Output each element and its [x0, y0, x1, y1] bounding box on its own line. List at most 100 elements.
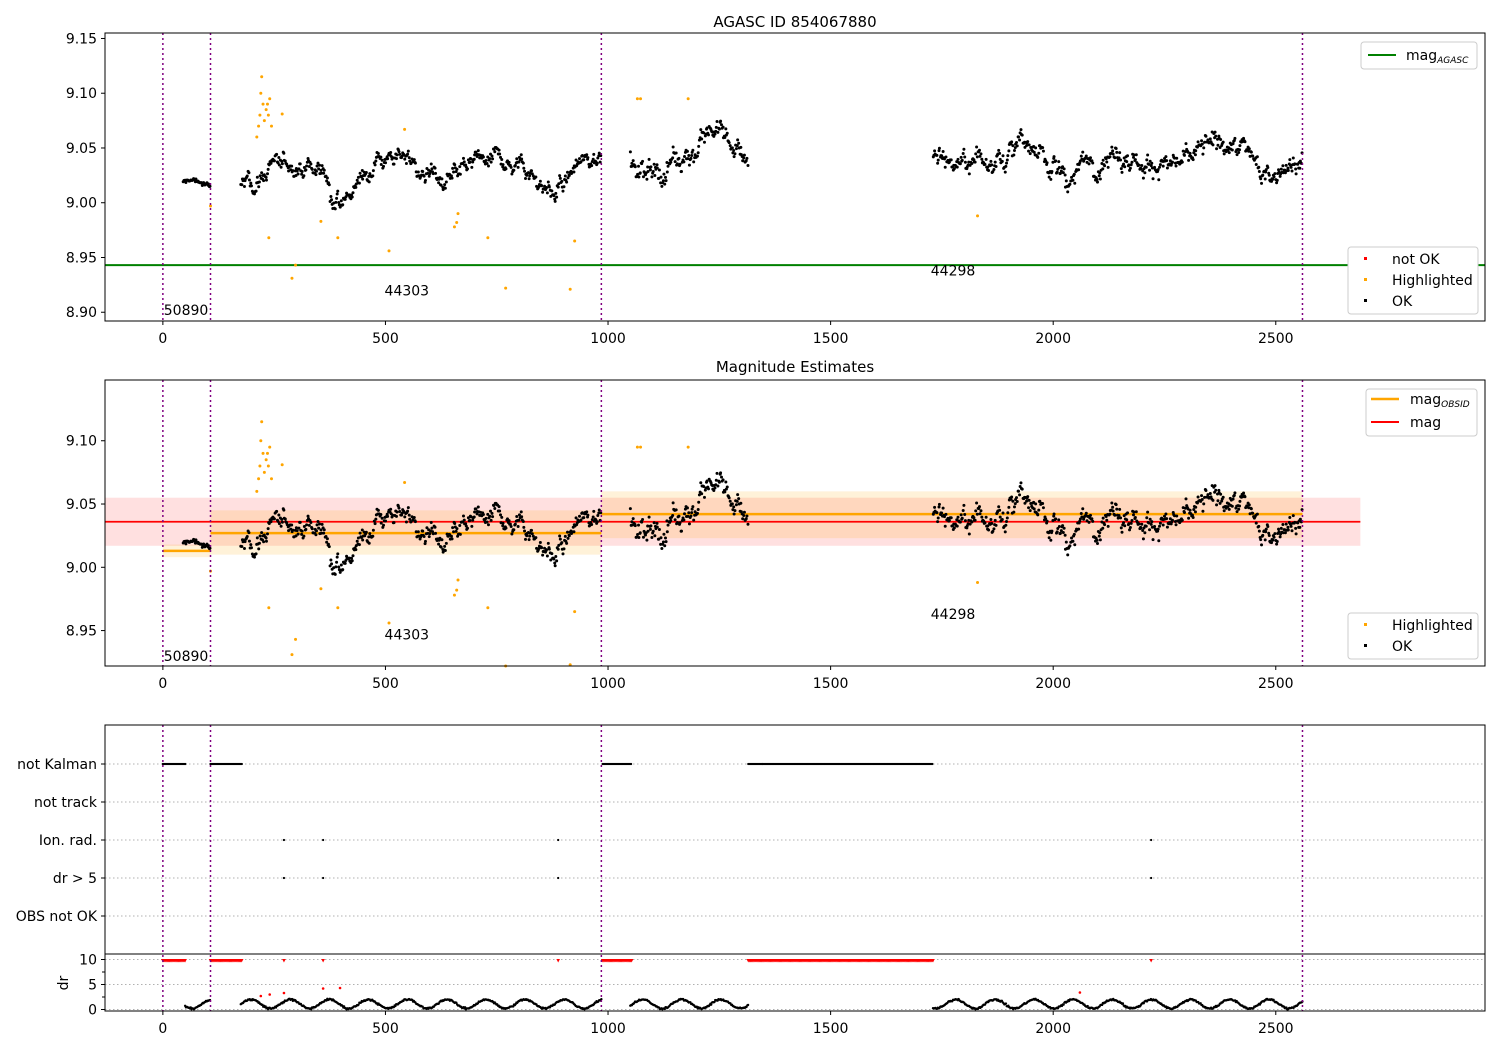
- ok-point: [706, 133, 710, 137]
- x-tick-label: 500: [372, 676, 399, 692]
- ok-point: [597, 151, 601, 155]
- ok-point: [980, 157, 984, 161]
- ok-point: [1088, 156, 1092, 160]
- ok-point: [1126, 154, 1130, 158]
- ok-point: [538, 540, 542, 544]
- highlighted-point: [264, 458, 268, 462]
- ok-point: [692, 518, 696, 522]
- ok-point: [944, 512, 948, 516]
- ok-point: [1071, 539, 1075, 543]
- ok-point: [987, 168, 991, 172]
- ok-point: [742, 514, 746, 518]
- flag-label: OBS not OK: [16, 909, 98, 925]
- ok-point: [555, 559, 559, 563]
- ok-point: [693, 510, 697, 514]
- ok-point: [651, 170, 655, 174]
- ok-point: [1151, 538, 1155, 542]
- ok-point: [955, 524, 959, 528]
- ok-point: [1219, 492, 1223, 496]
- ok-point: [310, 527, 314, 531]
- ok-point: [296, 532, 300, 536]
- ok-point: [933, 505, 937, 509]
- ok-point: [1289, 524, 1293, 528]
- ok-point: [515, 515, 519, 519]
- ok-point: [993, 160, 997, 164]
- ok-point: [343, 197, 347, 201]
- ok-point: [462, 160, 466, 164]
- ok-point: [384, 519, 388, 523]
- ok-point: [324, 534, 328, 538]
- ok-point: [540, 546, 544, 550]
- ok-point: [368, 532, 372, 536]
- ok-point: [546, 541, 550, 545]
- ok-point: [641, 535, 645, 539]
- ok-point: [987, 528, 991, 532]
- ok-point: [475, 512, 479, 516]
- ok-point: [682, 154, 686, 158]
- panel-title: Magnitude Estimates: [716, 358, 874, 376]
- ok-point: [552, 557, 556, 561]
- ok-point: [646, 165, 650, 169]
- ok-point: [1007, 505, 1011, 509]
- ok-point: [513, 164, 517, 168]
- ok-point: [1163, 514, 1167, 518]
- ok-point: [1208, 491, 1212, 495]
- ok-point: [689, 156, 693, 160]
- dr-red-point: [282, 991, 286, 995]
- ok-point: [1047, 536, 1051, 540]
- ok-point: [992, 168, 996, 172]
- ok-point: [358, 171, 362, 175]
- ok-point: [1118, 151, 1122, 155]
- ok-point: [1202, 502, 1206, 506]
- ok-point: [335, 560, 339, 564]
- ok-point: [732, 155, 736, 159]
- ok-point: [282, 151, 286, 155]
- ok-point: [280, 517, 284, 521]
- ok-point: [692, 160, 696, 164]
- plot-frame: [104, 724, 1486, 1012]
- ok-point: [1032, 507, 1036, 511]
- ok-point: [563, 534, 567, 538]
- ok-point: [1242, 136, 1246, 140]
- ok-point: [1113, 156, 1117, 160]
- ok-point: [1270, 179, 1274, 183]
- legend-label-not-ok: not OK: [1392, 252, 1440, 268]
- ok-point: [725, 131, 729, 135]
- ok-point: [476, 149, 480, 153]
- highlighted-point: [568, 663, 572, 667]
- ok-point: [1084, 154, 1088, 158]
- ok-point: [454, 170, 458, 174]
- ok-point: [1012, 149, 1016, 153]
- ok-point: [1105, 160, 1109, 164]
- ok-point: [1226, 505, 1230, 509]
- ok-point: [1019, 481, 1023, 485]
- dr-point: [1121, 1002, 1125, 1005]
- dr-point: [357, 1003, 360, 1006]
- ok-point: [522, 166, 526, 170]
- ok-point: [454, 529, 458, 533]
- ok-point: [936, 161, 940, 165]
- ok-point: [1249, 150, 1253, 154]
- ok-point: [677, 514, 681, 518]
- ok-point: [737, 497, 741, 501]
- ok-point: [395, 510, 399, 514]
- ok-point: [1063, 533, 1067, 537]
- ok-point: [648, 168, 652, 172]
- ok-point: [358, 531, 362, 535]
- ok-point: [631, 159, 635, 163]
- ok-point: [1184, 142, 1188, 146]
- ok-point: [1032, 150, 1036, 154]
- ok-point: [275, 152, 279, 156]
- obsid-label: 44298: [931, 607, 976, 623]
- ok-point: [1139, 526, 1143, 530]
- ok-point: [443, 544, 447, 548]
- ok-point: [649, 165, 653, 169]
- ok-point: [1119, 526, 1123, 530]
- ok-point: [437, 542, 441, 546]
- ok-point: [648, 527, 652, 531]
- ok-point: [975, 155, 979, 159]
- ok-point: [380, 158, 384, 162]
- ok-point: [294, 167, 298, 171]
- ok-point: [320, 522, 324, 526]
- ok-point: [663, 182, 667, 186]
